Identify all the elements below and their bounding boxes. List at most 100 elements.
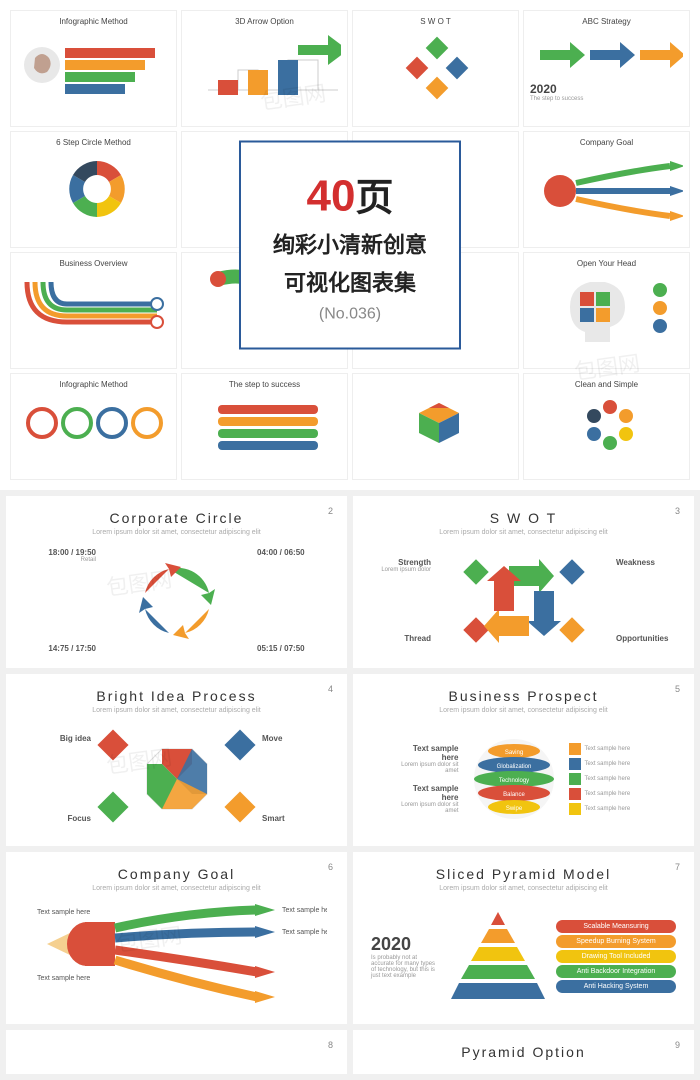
mini-slide: 3D Arrow Option [181, 10, 348, 127]
hero-no: (No.036) [273, 306, 427, 324]
side-label: Text sample here [399, 744, 459, 762]
lorem: Lorem ipsum dolor sit amet [399, 762, 459, 774]
slide-number: 4 [328, 684, 333, 694]
side-label: Text sample here [585, 776, 631, 782]
mini-slide: Business Overview [10, 252, 177, 369]
pyramid-label: Scalable Meansuring [556, 920, 676, 933]
mini-slide: Company Goal [523, 131, 690, 248]
puzzle-head-icon [530, 272, 683, 342]
corner-label: Smart [262, 814, 327, 823]
slide-sub: Lorem ipsum dolor sit amet, consectetur … [363, 885, 684, 892]
color-chip [569, 788, 581, 800]
slide-sub: Lorem ipsum dolor sit amet, consectetur … [363, 707, 684, 714]
year-label: 2020 [371, 934, 441, 955]
band-label: Globalization [496, 764, 531, 770]
swot-label: Strength [371, 558, 431, 567]
pyramid-icon [451, 907, 546, 1007]
hero-section: Infographic Method 3D Arrow Option S W O [0, 0, 700, 490]
hero-number-line: 40页 [273, 167, 427, 222]
mini-slide: Clean and Simple [523, 373, 690, 480]
slide-company-goal: 6 Company Goal Lorem ipsum dolor sit ame… [6, 852, 347, 1024]
3d-arrow-icon [188, 30, 341, 100]
mini-title: Infographic Method [17, 380, 170, 389]
hero-line1: 绚彩小清新创意 [273, 228, 427, 260]
slide-number: 2 [328, 506, 333, 516]
mini-title: Clean and Simple [530, 380, 683, 389]
slide-sub: Lorem ipsum dolor sit amet, consectetur … [16, 707, 337, 714]
slide-swot: 3 S W O T Lorem ipsum dolor sit amet, co… [353, 496, 694, 668]
mini-slide: S W O T [352, 10, 519, 127]
slide-number: 8 [328, 1040, 333, 1050]
pencil-arrows-icon: Text sample here Text sample here Text s… [27, 902, 327, 1012]
mini-title: ABC Strategy [530, 17, 683, 26]
arrow-label: Text sample here [282, 929, 327, 936]
slide-number: 3 [675, 506, 680, 516]
abc-arrows-icon [530, 30, 683, 80]
side-label: Text sample here [585, 761, 631, 767]
pyramid-label: Speedup Burning System [556, 935, 676, 948]
slide-pyramid-option: 9 Pyramid Option [353, 1030, 694, 1074]
hero-title-box: 40页 绚彩小清新创意 可视化图表集 (No.036) [239, 141, 461, 350]
mini-title: Infographic Method [17, 17, 170, 26]
diamond-icon [224, 791, 255, 822]
side-label: Text sample here [585, 791, 631, 797]
arrow-label: Text sample here [282, 907, 327, 914]
year-label: 2020 [530, 82, 683, 96]
time-label: 14:75 / 17:50 [26, 644, 96, 653]
swot-label: Opportunities [616, 634, 676, 643]
item-label: Retail [26, 557, 96, 563]
slide-corporate-circle: 2 Corporate Circle Lorem ipsum dolor sit… [6, 496, 347, 668]
ring-icons-icon [17, 393, 170, 453]
side-label: Text sample here [585, 746, 631, 752]
color-chip [569, 803, 581, 815]
corner-label: Big idea [26, 734, 91, 743]
slide-title: Pyramid Option [363, 1044, 684, 1060]
side-label: Text sample here [399, 784, 459, 802]
diamond-icon [97, 729, 128, 760]
slide-sub: Lorem ipsum dolor sit amet, consectetur … [363, 529, 684, 536]
slide-title: Sliced Pyramid Model [363, 866, 684, 882]
lorem: Lorem ipsum dolor sit amet [399, 802, 459, 814]
arrow-label: Text sample here [37, 909, 90, 916]
layered-bars-icon [188, 393, 341, 453]
color-chip [569, 758, 581, 770]
mini-title: Open Your Head [530, 259, 683, 268]
mini-title: 6 Step Circle Method [17, 138, 170, 147]
mini-title: Company Goal [530, 138, 683, 147]
slide-sub: Lorem ipsum dolor sit amet, consectetur … [16, 529, 337, 536]
mini-slide: Open Your Head [523, 252, 690, 369]
mini-slide: 6 Step Circle Method [10, 131, 177, 248]
slide-title: Corporate Circle [16, 510, 337, 526]
folded-square-icon [137, 739, 217, 819]
swot-arrows-icon [459, 551, 589, 651]
mini-title: Business Overview [17, 259, 170, 268]
slide-title: Bright Idea Process [16, 688, 337, 704]
swot-label: Thread [371, 634, 431, 643]
slide-number: 9 [675, 1040, 680, 1050]
slide-blank: 8 [6, 1030, 347, 1074]
mini-slide: The step to success [181, 373, 348, 480]
diamond-icon [97, 791, 128, 822]
time-label: 04:00 / 06:50 [257, 548, 327, 557]
rainbow-flow-icon [17, 272, 170, 342]
mini-slide: Infographic Method [10, 10, 177, 127]
mini-slide: Infographic Method [10, 373, 177, 480]
slide-number: 7 [675, 862, 680, 872]
hero-number: 40 [307, 172, 356, 221]
slide-number: 6 [328, 862, 333, 872]
arrow-label: Text sample here [37, 975, 90, 982]
hero-line2: 可视化图表集 [273, 266, 427, 298]
band-label: Saving [504, 750, 522, 756]
slide-sub: Lorem ipsum dolor sit amet, consectetur … [16, 885, 337, 892]
pyramid-label: Anti Backdoor Integration [556, 965, 676, 978]
side-label: Text sample here [585, 806, 631, 812]
band-label: Technology [498, 778, 528, 784]
mini-title: 3D Arrow Option [188, 17, 341, 26]
slides-grid: 2 Corporate Circle Lorem ipsum dolor sit… [0, 490, 700, 1080]
sphere-bands-icon: Saving Globalization Technology Balance … [469, 729, 559, 829]
mini-title: The step to success [188, 380, 341, 389]
color-chip [569, 773, 581, 785]
brain-bars-icon [17, 30, 170, 100]
slide-business-prospect: 5 Business Prospect Lorem ipsum dolor si… [353, 674, 694, 846]
diamond-icon [224, 729, 255, 760]
